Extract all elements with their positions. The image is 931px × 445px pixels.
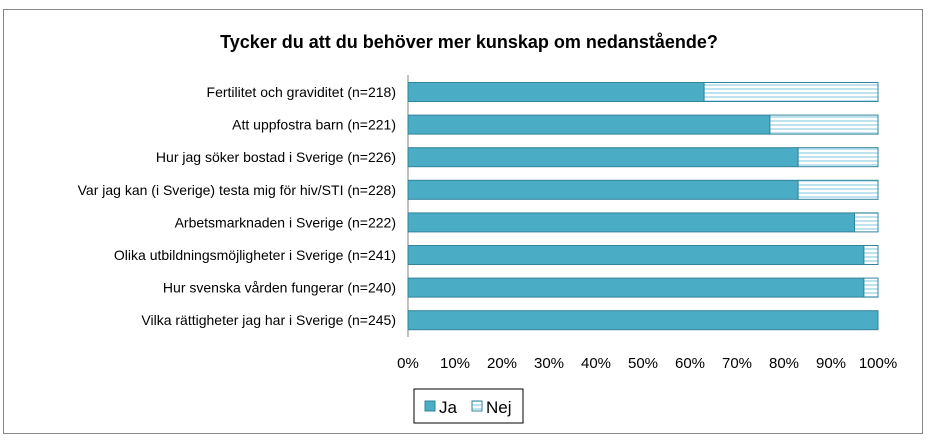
plot-area: Fertilitet och graviditet (n=218) Att upp…	[78, 75, 897, 372]
x-tick-label: 30%	[534, 355, 564, 372]
bar-ja	[407, 114, 771, 135]
bar-nej	[863, 245, 879, 265]
category-label: Fertilitet och graviditet (n=218)	[207, 84, 396, 100]
x-tick-label: 50%	[628, 355, 658, 372]
legend-label-nej: Nej	[486, 398, 512, 417]
x-tick-label: 80%	[769, 355, 799, 372]
bar-ja	[407, 82, 705, 102]
bar-nej	[769, 114, 879, 135]
category-label: Hur svenska vården fungerar (n=240)	[163, 280, 396, 296]
legend-label-ja: Ja	[439, 398, 458, 417]
chart-title: Tycker du att du behöver mer kunskap om …	[220, 32, 718, 52]
category-label: Arbetsmarknaden i Sverige (n=222)	[175, 214, 396, 230]
bar-ja	[407, 277, 865, 298]
legend: Ja Nej	[413, 388, 524, 424]
x-tick-label: 20%	[487, 355, 517, 372]
x-tick-label: 40%	[581, 355, 611, 372]
legend-swatch-ja	[424, 400, 436, 412]
bar-ja	[407, 147, 799, 168]
category-label: Olika utbildningsmöjligheter i Sverige (…	[114, 247, 396, 263]
category-label: Hur jag söker bostad i Sverige (n=226)	[156, 149, 396, 165]
bar-ja	[407, 212, 855, 233]
x-tick-label: 90%	[816, 355, 846, 372]
bar-ja	[407, 245, 865, 265]
x-tick-label: 60%	[675, 355, 705, 372]
bar-nej	[863, 277, 879, 298]
category-label: Vilka rättigheter jag har i Sverige (n=2…	[141, 312, 396, 328]
category-label: Var jag kan (i Sverige) testa mig för hi…	[78, 182, 396, 198]
x-tick-label: 10%	[440, 355, 470, 372]
legend-swatch-nej	[471, 400, 483, 412]
x-tick-label: 0%	[397, 355, 419, 372]
bar-nej	[797, 147, 879, 168]
bar-nej	[797, 179, 879, 200]
bar-nej	[703, 82, 879, 102]
bar-ja	[407, 179, 799, 200]
category-label: Att uppfostra barn (n=221)	[232, 117, 396, 133]
bar-ja	[407, 310, 879, 331]
bar-nej	[854, 212, 879, 233]
x-tick-label: 70%	[722, 355, 752, 372]
x-tick-label: 100%	[859, 355, 897, 372]
